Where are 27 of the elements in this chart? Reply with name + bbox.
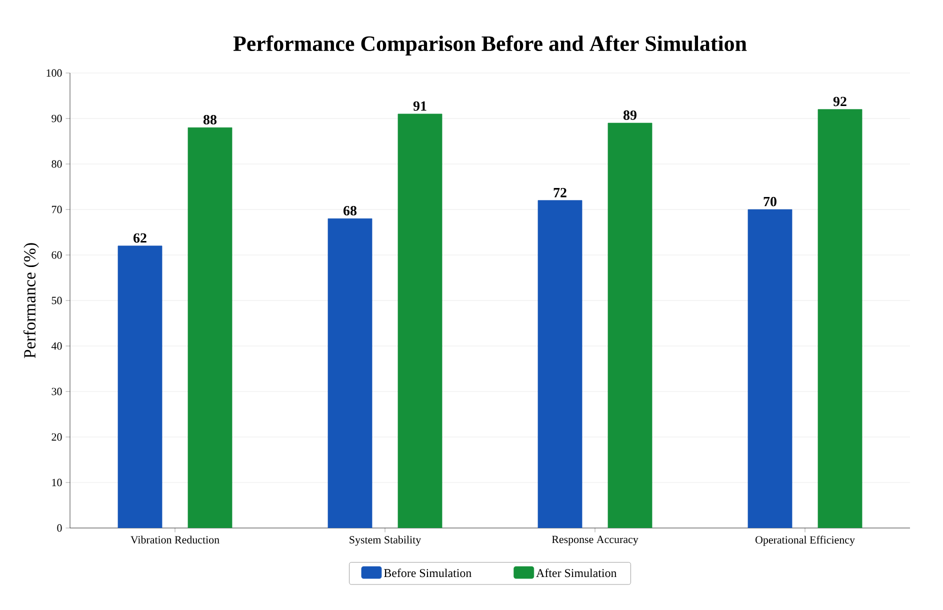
y-axis-title: Performance (%)	[23, 243, 39, 358]
x-tick-label: Response Accuracy	[552, 536, 638, 546]
legend-label: After Simulation	[536, 568, 617, 578]
x-tick-label: Vibration Reduction	[130, 536, 220, 544]
chart-title: Performance Comparison Before and After Simulation	[233, 35, 747, 56]
data-label: 62	[134, 233, 146, 243]
y-tick-label: 20	[52, 433, 62, 441]
x-tick-label: Operational Efficiency	[756, 536, 855, 546]
y-tick-label: 50	[52, 296, 62, 304]
data-label: 72	[554, 188, 566, 198]
data-label: 70	[764, 196, 776, 206]
data-label: 68	[344, 206, 357, 216]
y-tick-label: 30	[52, 388, 62, 396]
legend-label: Before Simulation	[384, 568, 472, 578]
y-tick-label: 100	[46, 69, 62, 77]
x-tick-label: System Stability	[350, 536, 422, 546]
y-tick-label: 40	[51, 342, 62, 350]
data-label: 91	[413, 101, 426, 111]
data-label: 92	[833, 96, 846, 106]
y-tick-label: 90	[52, 114, 62, 122]
y-tick-label: 10	[52, 478, 62, 486]
y-tick-label: 80	[52, 160, 62, 168]
y-tick-label: 0	[57, 524, 62, 532]
data-label: 89	[624, 110, 636, 120]
data-label: 88	[203, 114, 217, 124]
y-tick-label: 70	[52, 206, 62, 214]
y-tick-label: 60	[52, 251, 62, 259]
